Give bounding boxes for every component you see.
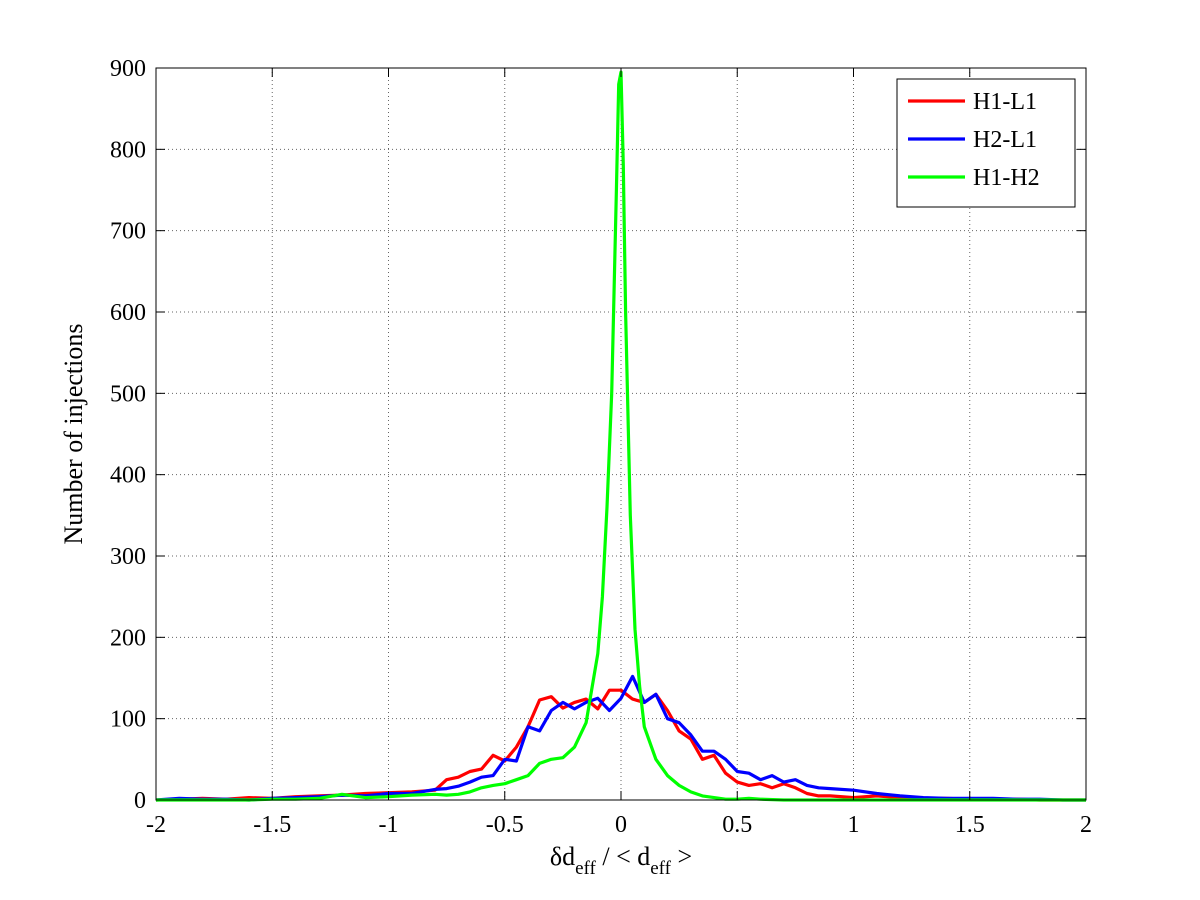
legend-label-h2-l1: H2-L1 xyxy=(973,127,1037,153)
y-tick-label: 400 xyxy=(110,463,146,489)
grid xyxy=(156,68,1086,800)
x-tick-label: -2 xyxy=(146,812,166,838)
series-layer xyxy=(155,70,1086,802)
x-axis-label-sub2: eff xyxy=(650,858,671,879)
x-tick-label: 2 xyxy=(1080,812,1092,838)
y-tick-label: 0 xyxy=(134,788,146,814)
x-axis-label-sub: eff xyxy=(575,858,596,879)
y-tick-label: 800 xyxy=(110,137,146,163)
x-tick-label: 0 xyxy=(615,812,627,838)
x-tick-label: -1 xyxy=(379,812,399,838)
series-line-h1-h2 xyxy=(156,70,1086,802)
x-axis-label-mid: / < d xyxy=(596,842,650,871)
x-tick-label: 1 xyxy=(848,812,860,838)
x-axis-label: δdeff / < deff > xyxy=(550,842,692,879)
y-tick-label: 900 xyxy=(110,56,146,82)
y-tick-label: 600 xyxy=(110,300,146,326)
series-line-h2-l1 xyxy=(155,674,1086,802)
y-tick-label: 100 xyxy=(110,707,146,733)
legend-label-h1-l1: H1-L1 xyxy=(973,89,1037,115)
y-tick-labels: 0 100 200 300 400 500 600 700 800 900 xyxy=(110,56,146,814)
x-axis-label-main: δd xyxy=(550,842,575,871)
legend: H1-L1 H2-L1 H1-H2 xyxy=(896,78,1076,208)
x-axis-label-end: > xyxy=(671,842,692,871)
x-tick-labels: -2 -1.5 -1 -0.5 0 0.5 1 1.5 2 xyxy=(146,812,1092,838)
y-tick-label: 200 xyxy=(110,625,146,651)
x-tick-label: -1.5 xyxy=(253,812,291,838)
ticks xyxy=(155,67,1087,801)
y-tick-label: 500 xyxy=(110,381,146,407)
x-tick-label: -0.5 xyxy=(486,812,524,838)
y-tick-label: 300 xyxy=(110,544,146,570)
y-tick-label: 700 xyxy=(110,219,146,245)
y-axis-label: Number of injections xyxy=(59,324,88,545)
x-tick-label: 0.5 xyxy=(722,812,752,838)
legend-label-h1-h2: H1-H2 xyxy=(973,165,1040,191)
x-tick-label: 1.5 xyxy=(955,812,985,838)
